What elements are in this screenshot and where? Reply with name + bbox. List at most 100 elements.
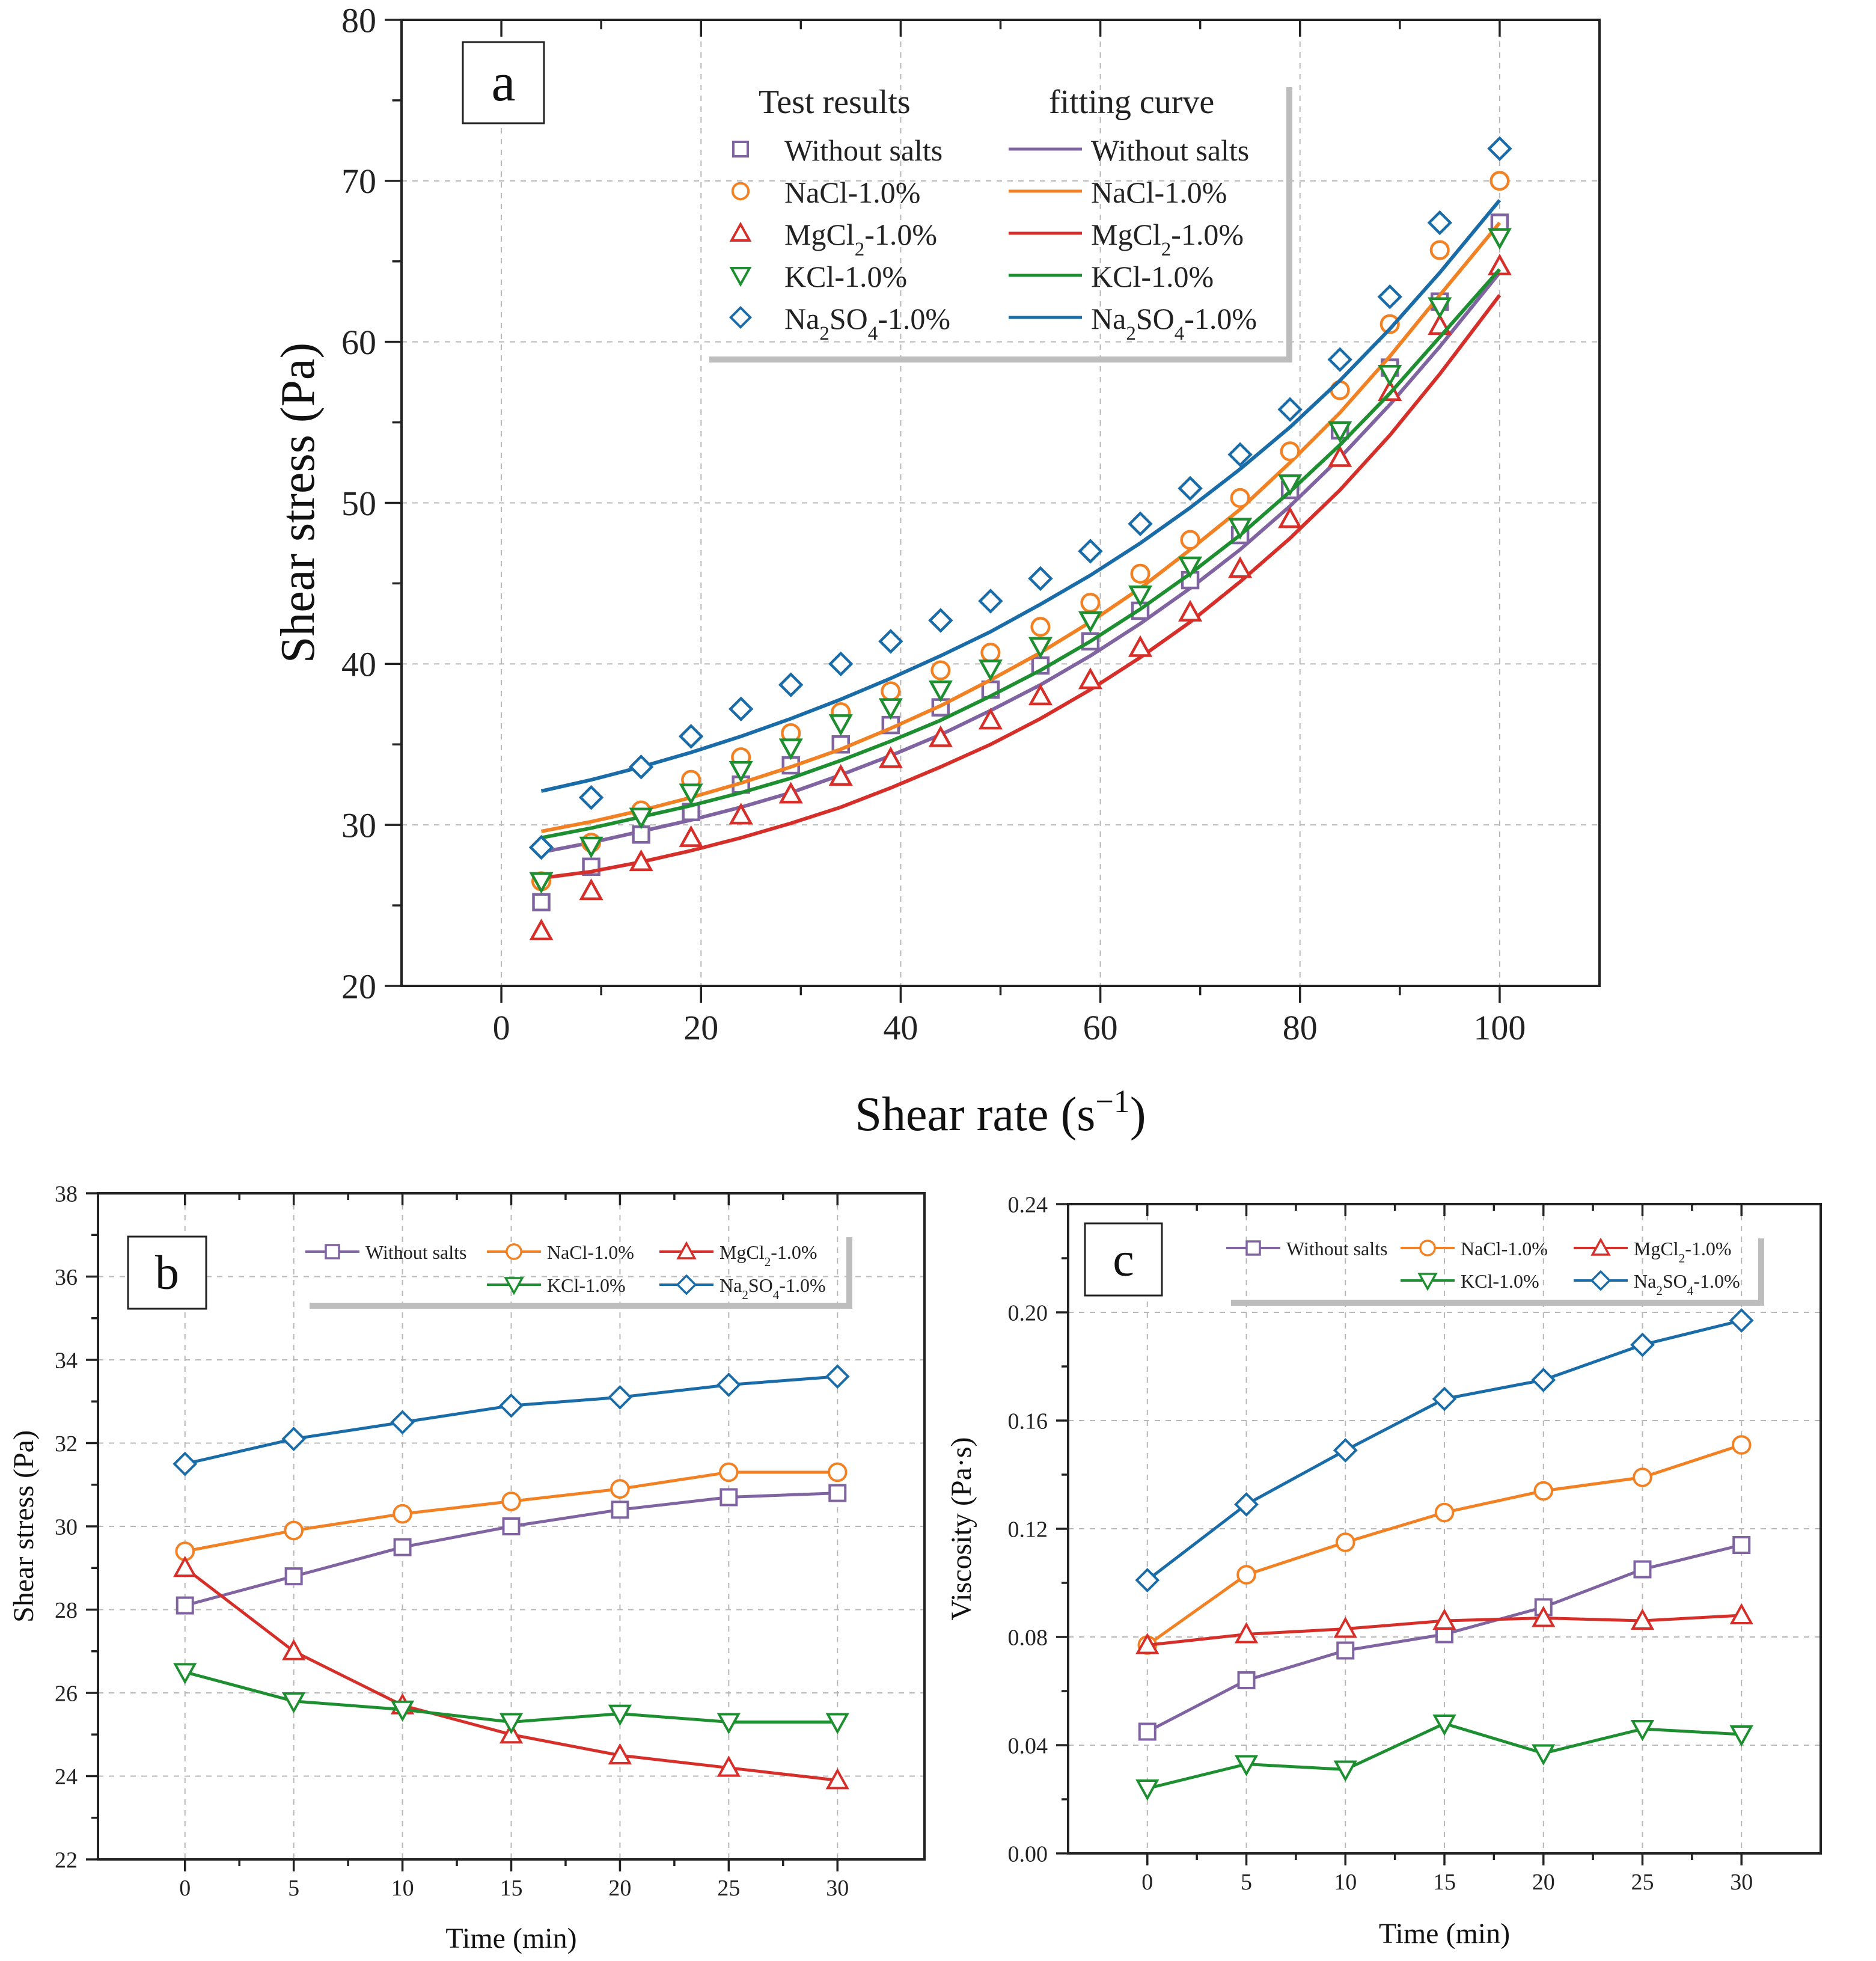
x-tick-label: 0 bbox=[179, 1876, 191, 1901]
data-point bbox=[778, 738, 803, 760]
legend-label: NaCl-1.0% bbox=[547, 1241, 634, 1263]
data-point bbox=[729, 803, 753, 825]
data-point bbox=[393, 1538, 412, 1556]
data-point bbox=[629, 807, 653, 830]
data-point bbox=[1180, 530, 1200, 550]
x-tick-label: 40 bbox=[883, 1008, 918, 1047]
x-tick-label: 25 bbox=[717, 1876, 740, 1901]
x-axis-title: Time (min) bbox=[1379, 1918, 1510, 1950]
data-point bbox=[1138, 1722, 1156, 1741]
data-point bbox=[1080, 593, 1101, 613]
legend-label: MgCl2-1.0% bbox=[1634, 1238, 1732, 1265]
data-point bbox=[1135, 1568, 1160, 1592]
legend-marker bbox=[1417, 1273, 1438, 1291]
data-point bbox=[529, 919, 554, 941]
series-kcl bbox=[529, 228, 1512, 894]
legend-label: Na2SO4-1.0% bbox=[720, 1274, 826, 1302]
data-point bbox=[1489, 171, 1510, 191]
data-point bbox=[828, 763, 853, 786]
x-tick-label: 10 bbox=[1334, 1870, 1357, 1895]
series-without bbox=[1138, 1536, 1751, 1741]
data-point bbox=[1432, 1715, 1456, 1736]
series-na2so4 bbox=[1135, 1308, 1754, 1592]
data-point bbox=[1278, 506, 1303, 528]
legend-item-na2so4: Na2SO4-1.0% bbox=[659, 1274, 826, 1302]
y-tick-label: 22 bbox=[55, 1847, 78, 1873]
data-point bbox=[978, 589, 1003, 614]
data-point bbox=[173, 1451, 198, 1476]
series-na2so4 bbox=[528, 136, 1512, 860]
data-point bbox=[1487, 228, 1512, 250]
data-point bbox=[1280, 441, 1300, 462]
legend-marker bbox=[731, 182, 750, 201]
x-tick-label: 20 bbox=[608, 1876, 631, 1901]
panel-label: b bbox=[127, 1235, 207, 1310]
data-point bbox=[778, 782, 803, 804]
data-point bbox=[393, 1504, 412, 1524]
data-point bbox=[1532, 1606, 1556, 1627]
panel-label: c bbox=[1084, 1222, 1163, 1297]
data-point bbox=[1630, 1332, 1655, 1357]
x-tick-label: 0 bbox=[1141, 1870, 1153, 1895]
data-point bbox=[778, 672, 804, 697]
panel-label-text: c bbox=[1113, 1233, 1134, 1286]
y-tick-label: 0.04 bbox=[1008, 1733, 1048, 1758]
panel-label-box bbox=[127, 1235, 207, 1310]
legend-item-nacl: NaCl-1.0% NaCl-1.0% bbox=[731, 176, 1227, 209]
legend-label: Without salts bbox=[784, 133, 943, 167]
y-tick-label: 28 bbox=[55, 1598, 78, 1623]
chart-b: 0 5 10 15 20 25 30 22 24 26 28 30 32 34 36 38 Time (min)… bbox=[8, 1181, 926, 1954]
data-point bbox=[720, 1488, 738, 1507]
series-without bbox=[176, 1484, 847, 1615]
legend-marker bbox=[504, 1277, 524, 1296]
y-tick-label: 60 bbox=[341, 323, 376, 362]
fit-curve bbox=[540, 268, 1502, 840]
x-tick-label: 25 bbox=[1631, 1870, 1654, 1895]
y-tick-label: 0.20 bbox=[1008, 1300, 1048, 1326]
data-point bbox=[1135, 1779, 1160, 1801]
legend: Without salts NaCl-1.0% MgCl2-1.0% KCl-1.0%… bbox=[305, 1237, 852, 1309]
legend-marker bbox=[676, 1274, 697, 1296]
data-point bbox=[1178, 476, 1203, 501]
y-tick-label: 24 bbox=[55, 1764, 78, 1790]
data-point bbox=[1234, 1755, 1259, 1776]
data-point bbox=[980, 643, 1001, 663]
legend-label: NaCl-1.0% bbox=[1461, 1238, 1548, 1259]
data-point bbox=[1228, 518, 1253, 540]
legend-marker bbox=[1590, 1237, 1611, 1256]
data-point bbox=[1028, 566, 1053, 592]
y-tick-label: 0.24 bbox=[1008, 1192, 1048, 1217]
data-point bbox=[1128, 635, 1153, 657]
data-point bbox=[1731, 1435, 1752, 1455]
legend-item-without: Without salts Without salts bbox=[732, 133, 1249, 167]
legend-marker bbox=[729, 221, 752, 242]
data-point bbox=[1228, 556, 1253, 578]
legend-label: MgCl2-1.0% bbox=[720, 1241, 817, 1269]
legend-marker bbox=[729, 305, 753, 329]
data-point bbox=[390, 1410, 415, 1435]
data-point bbox=[1178, 556, 1203, 578]
panel-label-box bbox=[1084, 1222, 1163, 1297]
x-tick-label: 15 bbox=[500, 1876, 523, 1901]
data-point bbox=[499, 1393, 524, 1418]
y-tick-label: 34 bbox=[55, 1348, 78, 1373]
data-point bbox=[930, 660, 951, 681]
data-point bbox=[978, 708, 1003, 730]
data-point bbox=[502, 1517, 521, 1535]
data-point bbox=[578, 785, 604, 810]
data-point bbox=[284, 1520, 304, 1541]
x-tick-label: 0 bbox=[493, 1008, 510, 1047]
legend-item-kcl: KCl-1.0% KCl-1.0% bbox=[729, 260, 1214, 293]
x-tick-label: 10 bbox=[391, 1876, 414, 1901]
data-point bbox=[1729, 1603, 1753, 1624]
data-point bbox=[610, 1479, 630, 1499]
x-tick-label: 5 bbox=[288, 1876, 299, 1901]
data-point bbox=[729, 760, 753, 783]
data-point bbox=[608, 1384, 632, 1410]
data-point bbox=[1230, 488, 1250, 509]
data-point bbox=[282, 1639, 306, 1660]
legend-marker bbox=[732, 141, 749, 158]
y-tick-label: 38 bbox=[55, 1181, 78, 1207]
data-point bbox=[1532, 1744, 1556, 1766]
